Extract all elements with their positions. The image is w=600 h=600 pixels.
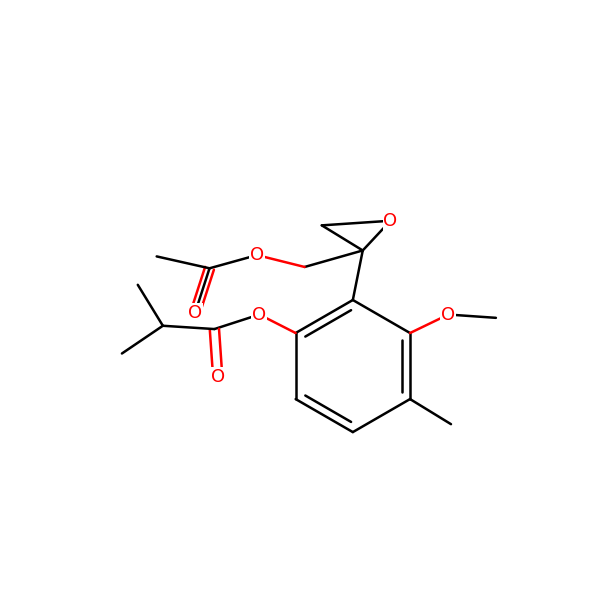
Text: O: O <box>211 368 225 386</box>
Text: O: O <box>441 305 455 323</box>
Text: O: O <box>250 246 264 264</box>
Text: O: O <box>252 305 266 323</box>
Text: O: O <box>383 212 398 230</box>
Text: O: O <box>188 304 202 322</box>
